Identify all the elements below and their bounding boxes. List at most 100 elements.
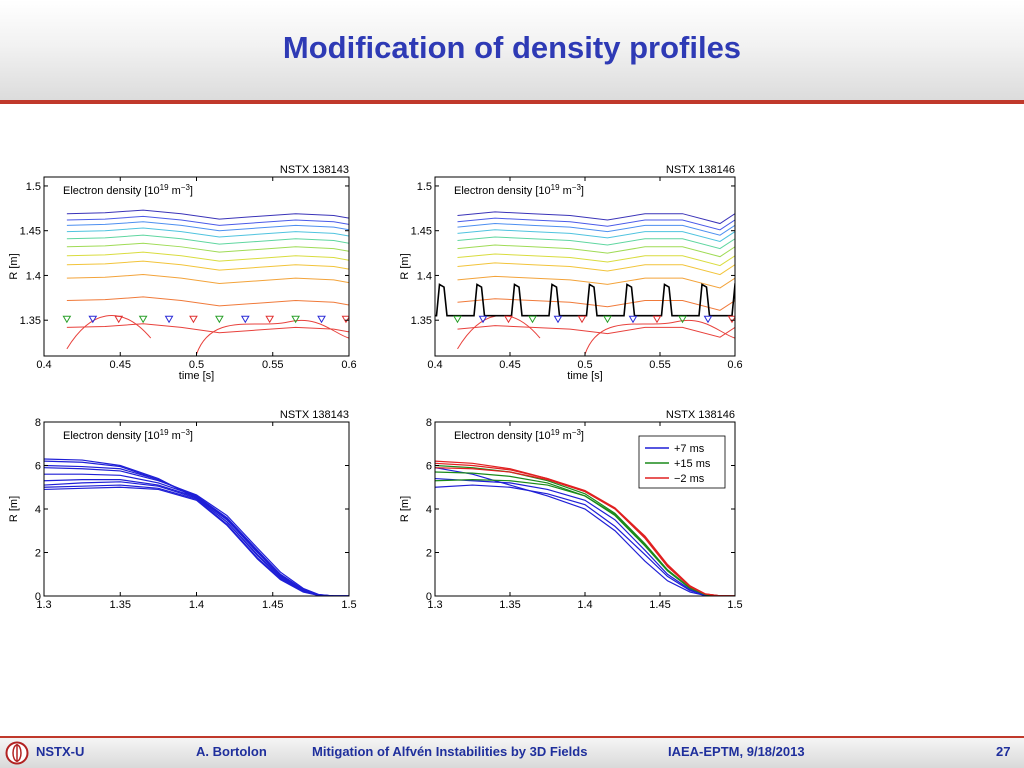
pellet-marker	[317, 315, 326, 324]
pellet-marker	[164, 315, 174, 324]
pellet-marker	[88, 315, 98, 324]
chart-profiles-138143: NSTX 138143 1.3 1.35 1.4 1.45 1.5 0 2 4 6 8 R [m] El…	[8, 409, 357, 611]
pellet-marker	[189, 315, 198, 324]
profile-line	[44, 460, 349, 596]
plot-area	[44, 458, 349, 596]
contour-line	[66, 274, 349, 285]
y-tick-label: 4	[426, 504, 432, 516]
charts-canvas: NSTX 138143 0.4 0.45 0.5 0.55 0.6 1.35 1.4 1.45 1…	[8, 164, 743, 611]
plot-frame	[434, 421, 736, 597]
pellet-marker	[341, 315, 349, 324]
x-tick-label: 1.45	[649, 599, 670, 611]
pellet-marker	[62, 315, 72, 324]
chart-contour-138143: NSTX 138143 0.4 0.45 0.5 0.55 0.6 1.35 1.4 1.45 1…	[8, 164, 357, 382]
pellet-marker	[678, 315, 687, 324]
pellet-marker	[138, 315, 148, 324]
contour-line	[66, 296, 349, 307]
pellet-marker	[703, 315, 713, 324]
contour-line-low	[196, 320, 349, 355]
contour-line	[66, 221, 349, 232]
x-tick-label: 0.55	[649, 359, 670, 371]
nstx-logo-icon	[5, 741, 29, 765]
y-tick-label: 1.35	[20, 315, 41, 327]
y-tick-label: 0	[426, 591, 432, 603]
pellet-marker	[528, 315, 537, 324]
pellet-marker	[453, 315, 462, 324]
chart-title: NSTX 138146	[666, 164, 735, 176]
chart-profiles-138146: NSTX 138146 1.3 1.35 1.4 1.45 1.5 0 2 4 6 8 R [m] El…	[399, 409, 743, 611]
footer-page-number: 27	[996, 744, 1011, 759]
y-tick-label: 1.4	[417, 270, 432, 282]
contour-line	[457, 275, 735, 289]
contour-line-low	[66, 314, 152, 350]
y-axis-label: R [m]	[399, 496, 411, 522]
footer-talk-title: Mitigation of Alfvén Instabilities by 3D…	[312, 744, 588, 759]
legend-label: −2 ms	[674, 473, 705, 485]
contour-line	[66, 242, 349, 253]
y-tick-label: 8	[35, 417, 41, 429]
contour-line	[457, 262, 735, 276]
pellet-marker	[215, 315, 224, 324]
x-axis-label: time [s]	[567, 370, 602, 382]
contour-line	[66, 215, 349, 226]
contour-line	[66, 209, 349, 220]
x-tick-label: 1.3	[427, 599, 442, 611]
y-tick-label: 1.45	[411, 226, 432, 238]
pellet-marker	[504, 315, 513, 324]
x-tick-label: 1.5	[341, 599, 356, 611]
plot-frame	[43, 421, 350, 597]
pellet-marker	[114, 315, 124, 324]
y-tick-label: 1.4	[26, 270, 41, 282]
chart-contour-138146: NSTX 138146 0.4 0.45 0.5 0.55 0.6 1.35 1.4 1.45 1…	[399, 164, 743, 382]
profile-line	[435, 467, 735, 596]
x-tick-label: 1.35	[110, 599, 131, 611]
density-annotation: Electron density [1019 m−3]	[454, 183, 584, 198]
header-rule	[0, 100, 1024, 104]
contour-line	[66, 260, 349, 271]
y-tick-label: 1.35	[411, 315, 432, 327]
footer-rule	[0, 736, 1024, 738]
x-tick-label: 1.4	[577, 599, 592, 611]
y-tick-label: 4	[35, 504, 41, 516]
x-tick-label: 0.4	[36, 359, 51, 371]
y-tick-label: 2	[35, 548, 41, 560]
y-axis-label: R [m]	[399, 253, 411, 279]
contour-line	[457, 223, 735, 236]
y-tick-label: 6	[35, 461, 41, 473]
pellet-marker	[603, 315, 612, 324]
chart-title: NSTX 138146	[666, 409, 735, 421]
y-axis-label: R [m]	[8, 496, 20, 522]
profile-line	[44, 484, 349, 596]
contour-line	[457, 236, 735, 250]
y-tick-label: 0	[35, 591, 41, 603]
plot-area	[62, 209, 349, 355]
x-tick-label: 0.45	[499, 359, 520, 371]
chart-title: NSTX 138143	[280, 164, 349, 176]
pellet-marker	[727, 315, 735, 324]
y-tick-label: 1.45	[20, 226, 41, 238]
pellet-marker	[628, 315, 638, 324]
pellet-marker	[652, 315, 662, 324]
plot-frame	[434, 176, 736, 357]
y-tick-label: 2	[426, 548, 432, 560]
footer-author: A. Bortolon	[196, 744, 267, 759]
x-tick-label: 0.45	[110, 359, 131, 371]
chart-title: NSTX 138143	[280, 409, 349, 421]
x-tick-label: 1.3	[36, 599, 51, 611]
y-tick-label: 6	[426, 461, 432, 473]
contour-line	[457, 325, 735, 338]
y-tick-label: 8	[426, 417, 432, 429]
contour-line	[66, 323, 349, 334]
profile-line	[44, 464, 349, 596]
contour-line	[457, 253, 735, 267]
pellet-marker	[265, 315, 275, 324]
y-tick-label: 1.5	[417, 181, 432, 193]
contour-line-low	[457, 314, 541, 350]
profile-line	[44, 467, 349, 596]
legend-box	[638, 435, 726, 489]
density-trace-line	[435, 283, 735, 317]
pellet-marker	[240, 315, 250, 324]
pellet-marker	[577, 315, 587, 324]
pellet-marker	[553, 315, 563, 324]
profile-line	[44, 486, 349, 596]
